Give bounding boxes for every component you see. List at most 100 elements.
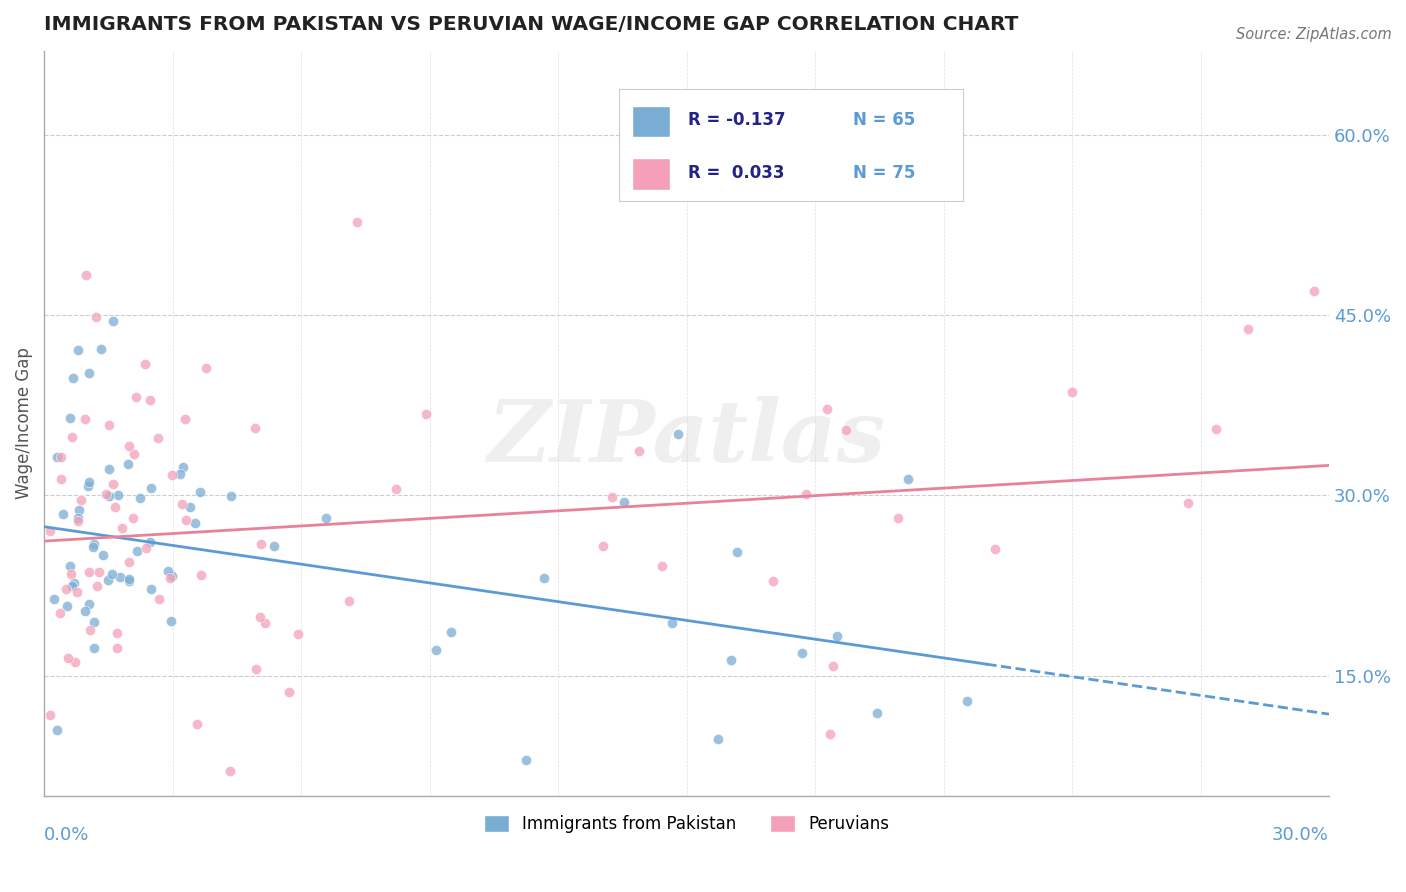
Point [762, 574, 785, 588]
Point [1060, 384, 1083, 399]
Point [97, 489, 120, 503]
Point [146, 431, 169, 445]
Point [98, 418, 121, 433]
Point [105, 641, 128, 656]
FancyBboxPatch shape [633, 106, 671, 137]
Point [48, 607, 70, 621]
Point [77, 366, 100, 380]
Point [141, 582, 163, 596]
Point [794, 487, 817, 501]
Point [157, 564, 180, 578]
Point [440, 625, 463, 640]
Point [58, 558, 80, 573]
Point [188, 485, 211, 500]
Point [315, 511, 337, 525]
Point [111, 521, 134, 535]
Point [52, 508, 75, 522]
Point [60, 430, 83, 444]
Point [651, 558, 673, 573]
Point [79, 565, 101, 579]
Point [118, 440, 141, 454]
Point [60, 566, 83, 581]
Point [49, 472, 72, 486]
Point [254, 615, 277, 630]
Point [125, 544, 148, 558]
Point [173, 412, 195, 426]
Point [825, 629, 848, 643]
Point [55, 582, 77, 597]
Point [720, 652, 742, 666]
Point [184, 516, 207, 530]
Point [515, 753, 537, 767]
Point [62, 370, 84, 384]
Text: N = 65: N = 65 [853, 112, 915, 129]
Point [821, 658, 844, 673]
Point [60, 579, 83, 593]
Point [243, 421, 266, 435]
Point [73, 412, 96, 426]
Point [59, 410, 82, 425]
Y-axis label: Wage/Income Gap: Wage/Income Gap [15, 347, 32, 500]
Point [84, 310, 107, 324]
Point [613, 495, 636, 509]
Text: 0.0%: 0.0% [44, 826, 90, 844]
Point [661, 615, 683, 630]
Point [104, 500, 127, 514]
Point [250, 537, 273, 551]
Point [887, 511, 910, 525]
Point [820, 726, 842, 740]
Point [91, 548, 114, 562]
Point [83, 537, 105, 551]
Point [159, 571, 181, 585]
Point [122, 511, 145, 525]
Point [83, 640, 105, 655]
Point [67, 503, 90, 517]
Point [75, 604, 97, 618]
Point [56, 650, 79, 665]
Point [956, 693, 979, 707]
Point [287, 627, 309, 641]
Point [139, 535, 162, 549]
Point [118, 573, 141, 587]
Point [66, 343, 89, 357]
Point [125, 390, 148, 404]
Legend: Immigrants from Pakistan, Peruvians: Immigrants from Pakistan, Peruvians [477, 808, 896, 839]
Point [38, 524, 60, 538]
Point [148, 592, 170, 607]
Point [118, 555, 141, 569]
Point [77, 475, 100, 489]
Point [983, 542, 1005, 557]
Point [835, 423, 858, 437]
Point [174, 513, 197, 527]
Text: R = -0.137: R = -0.137 [688, 112, 785, 129]
Point [129, 491, 152, 505]
Point [66, 585, 89, 599]
Point [63, 656, 86, 670]
Point [815, 401, 838, 416]
Point [245, 662, 267, 676]
Point [385, 483, 408, 497]
Point [337, 594, 360, 608]
Point [83, 615, 105, 629]
Point [172, 459, 194, 474]
Point [62, 576, 84, 591]
Point [865, 706, 887, 720]
Point [194, 361, 217, 376]
Point [38, 708, 60, 723]
Point [162, 569, 184, 583]
Point [66, 511, 89, 525]
Point [190, 568, 212, 582]
Text: N = 75: N = 75 [853, 164, 915, 182]
Point [263, 539, 285, 553]
Point [141, 481, 163, 495]
Point [160, 467, 183, 482]
Point [94, 487, 117, 501]
Point [170, 497, 193, 511]
Point [122, 447, 145, 461]
Text: ZIPatlas: ZIPatlas [488, 396, 886, 480]
Point [82, 540, 104, 554]
Point [139, 392, 162, 407]
Point [77, 597, 100, 611]
Text: IMMIGRANTS FROM PAKISTAN VS PERUVIAN WAGE/INCOME GAP CORRELATION CHART: IMMIGRANTS FROM PAKISTAN VS PERUVIAN WAG… [44, 15, 1018, 34]
Point [415, 407, 437, 421]
